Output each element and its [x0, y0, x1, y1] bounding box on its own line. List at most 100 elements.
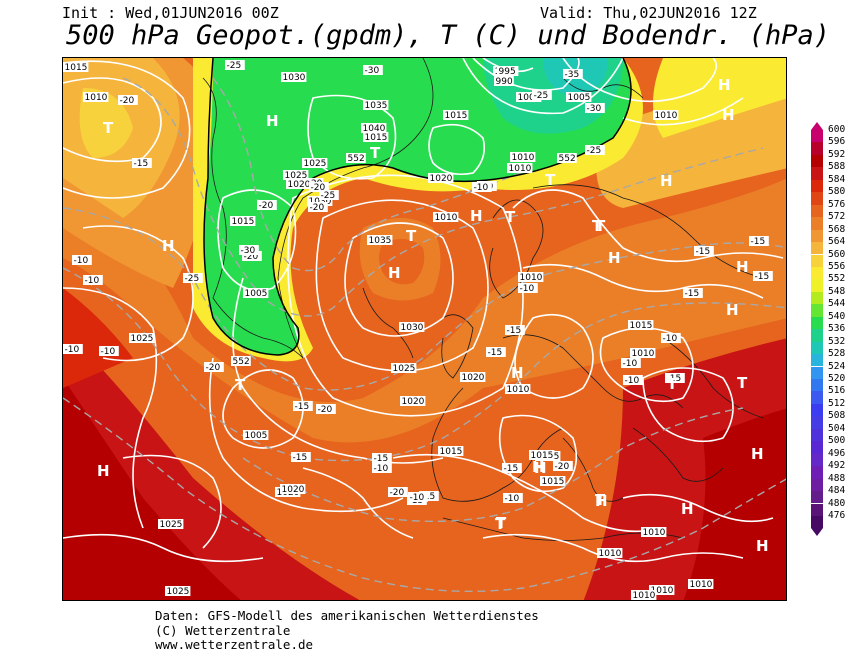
pressure-label: 1020 [280, 484, 306, 495]
svg-text:-20: -20 [390, 488, 405, 498]
pressure-label: 1010 [688, 579, 714, 590]
low-pressure-symbol: T [737, 374, 748, 392]
low-pressure-symbol: T [406, 227, 417, 245]
legend-swatch [811, 478, 823, 491]
legend-swatch [811, 279, 823, 292]
svg-text:-10: -10 [625, 376, 640, 386]
svg-text:-25: -25 [321, 191, 336, 201]
pressure-label: 1010 [641, 527, 667, 538]
legend-swatch [811, 329, 823, 342]
pressure-label: 1005 [566, 92, 592, 103]
legend-label: 532 [828, 335, 846, 347]
legend-label: 576 [828, 198, 846, 210]
legend-label: 520 [828, 373, 846, 384]
svg-text:995: 995 [499, 67, 516, 77]
legend-label: 512 [828, 397, 846, 409]
low-pressure-symbol: T [595, 491, 606, 509]
legend-swatch [811, 304, 823, 317]
temperature-label: -20 [308, 202, 328, 213]
svg-text:-30: -30 [365, 66, 380, 76]
height-label: 552 [557, 153, 577, 164]
svg-text:-15: -15 [667, 374, 682, 384]
temperature-label: -15 [749, 236, 769, 247]
legend-label: 544 [828, 298, 846, 310]
credit-line-1: Daten: GFS-Modell des amerikanischen Wet… [155, 608, 539, 623]
legend-swatch [811, 254, 823, 267]
pressure-label: 1025 [158, 519, 184, 530]
pressure-label: 1010 [433, 212, 459, 223]
svg-text:1015: 1015 [630, 321, 653, 331]
pressure-label: 1025 [302, 158, 328, 169]
svg-text:1010: 1010 [509, 164, 532, 174]
svg-text:-20: -20 [244, 252, 259, 262]
svg-text:1025: 1025 [285, 171, 308, 181]
svg-text:1015: 1015 [232, 217, 255, 227]
svg-text:1010: 1010 [643, 528, 666, 538]
svg-text:1015: 1015 [65, 63, 88, 73]
svg-text:1020: 1020 [282, 485, 305, 495]
svg-text:-35: -35 [565, 70, 580, 80]
pressure-label: 1015 [628, 320, 654, 331]
high-pressure-symbol: H [722, 106, 735, 124]
svg-text:-15: -15 [685, 289, 700, 299]
temperature-label: -10 [372, 463, 392, 474]
svg-text:-10: -10 [74, 256, 89, 266]
legend-label: 528 [828, 348, 846, 360]
legend-swatch [811, 242, 823, 255]
temperature-label: -20 [204, 362, 224, 373]
legend-label: 504 [828, 422, 846, 434]
high-pressure-symbol: H [751, 445, 764, 463]
pressure-label: 1010 [510, 152, 536, 163]
legend-label: 548 [828, 285, 846, 297]
pressure-label: 1030 [281, 72, 307, 83]
legend-label: 580 [828, 186, 846, 198]
svg-text:1005: 1005 [245, 431, 268, 441]
legend-swatch [811, 142, 823, 155]
svg-text:1035: 1035 [369, 236, 392, 246]
temperature-label: -20 [242, 251, 262, 262]
legend-swatch [811, 503, 823, 516]
svg-text:-20: -20 [318, 405, 333, 415]
legend-label: 592 [828, 148, 846, 160]
high-pressure-symbol: H [736, 258, 749, 276]
svg-text:-25: -25 [587, 146, 602, 156]
pressure-label: 1030 [399, 322, 425, 333]
temperature-label: -25 [183, 273, 203, 284]
pressure-label: 1015 [363, 132, 389, 143]
high-pressure-symbol: H [388, 264, 401, 282]
temperature-label: -15 [505, 325, 525, 336]
temperature-label: -15 [372, 453, 392, 464]
high-pressure-symbol: H [595, 492, 608, 510]
legend-swatch [811, 441, 823, 454]
high-pressure-symbol: H [718, 76, 731, 94]
temperature-label: -15 [683, 288, 703, 299]
legend-label: 536 [828, 323, 846, 335]
height-label: 552 [231, 356, 251, 367]
legend-label: 600 [828, 124, 846, 135]
pressure-label: 1035 [363, 100, 389, 111]
legend-swatch [811, 291, 823, 305]
legend-swatch [811, 316, 823, 330]
pressure-label: 1040 [361, 123, 387, 134]
legend-label: 480 [828, 497, 846, 509]
pressure-label: 1000 [516, 92, 542, 103]
svg-text:-10: -10 [65, 345, 80, 355]
legend-label: 588 [828, 161, 846, 173]
low-pressure-symbol: T [103, 119, 114, 137]
high-pressure-symbol: H [608, 249, 621, 267]
pressure-label: 1010 [597, 548, 623, 559]
svg-text:1010: 1010 [651, 586, 674, 596]
svg-text:-10: -10 [101, 347, 116, 357]
svg-text:-20: -20 [120, 96, 135, 106]
svg-text:1030: 1030 [401, 323, 424, 333]
high-pressure-symbol: H [97, 462, 110, 480]
legend-swatch [811, 491, 823, 504]
pressure-label: 1015 [230, 216, 256, 227]
svg-text:1020: 1020 [462, 373, 485, 383]
pressure-label: 990 [494, 76, 514, 87]
svg-text:-20: -20 [310, 203, 325, 213]
pressure-label: 1010 [83, 92, 109, 103]
pressure-label: 1005 [243, 430, 269, 441]
svg-text:1010: 1010 [520, 273, 543, 283]
legend-label: 476 [828, 509, 846, 521]
